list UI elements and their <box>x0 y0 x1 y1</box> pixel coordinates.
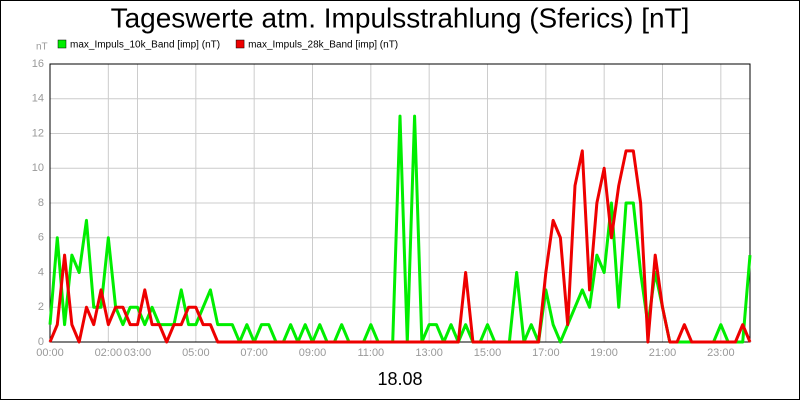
y-tick-label: 8 <box>38 197 44 209</box>
y-tick-label: 10 <box>32 162 44 174</box>
x-tick-label: 02:00 <box>95 347 123 359</box>
x-tick-label: 19:00 <box>590 347 618 359</box>
y-tick-label: 0 <box>38 336 44 348</box>
series-line <box>48 149 752 344</box>
x-tick-label: 00:00 <box>36 347 64 359</box>
y-tick-label: 12 <box>32 127 44 139</box>
legend-swatch <box>57 39 67 49</box>
x-tick-label: 05:00 <box>182 347 210 359</box>
y-tick-label: 2 <box>38 301 44 313</box>
legend-swatch <box>235 39 245 49</box>
y-tick-label: 4 <box>38 266 44 278</box>
y-tick-label: 16 <box>32 58 44 70</box>
chart-title: Tageswerte atm. Impulsstrahlung (Sferics… <box>111 2 690 33</box>
x-tick-label: 23:00 <box>707 347 735 359</box>
x-tick-label: 09:00 <box>299 347 327 359</box>
x-tick-label: 07:00 <box>240 347 268 359</box>
x-tick-label: 03:00 <box>124 347 152 359</box>
series-line <box>48 114 752 344</box>
legend-label: max_Impuls_10k_Band [imp] (nT) <box>70 40 220 51</box>
x-tick-label: 11:00 <box>357 347 384 359</box>
x-tick-label: 13:00 <box>415 347 443 359</box>
x-axis-label: 18.08 <box>377 369 422 389</box>
x-tick-label: 21:00 <box>649 347 677 359</box>
x-tick-label: 17:00 <box>532 347 560 359</box>
legend-label: max_Impuls_28k_Band [imp] (nT) <box>248 40 398 51</box>
x-tick-label: 15:00 <box>474 347 502 359</box>
y-tick-label: 6 <box>38 232 44 244</box>
y-axis-label: nT <box>36 42 48 53</box>
y-tick-label: 14 <box>32 93 44 105</box>
